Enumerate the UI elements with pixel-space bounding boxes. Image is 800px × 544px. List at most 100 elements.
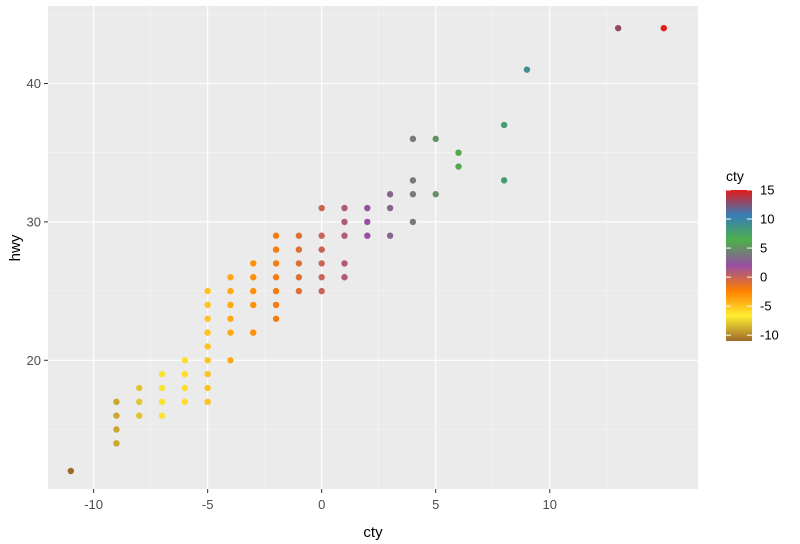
- data-point: [158, 412, 166, 419]
- data-point: [318, 232, 325, 239]
- data-point: [227, 287, 234, 295]
- data-point: [67, 467, 75, 475]
- data-point: [113, 426, 120, 433]
- data-point: [318, 287, 325, 295]
- data-point: [432, 135, 439, 143]
- data-point: [660, 24, 667, 32]
- data-point: [204, 370, 211, 378]
- data-point: [227, 315, 234, 322]
- data-points: [67, 24, 667, 475]
- data-point: [318, 204, 325, 212]
- data-point: [136, 384, 143, 392]
- data-point: [227, 274, 234, 281]
- data-point: [295, 246, 303, 253]
- data-point: [113, 412, 120, 419]
- data-point: [250, 287, 257, 295]
- data-point: [500, 177, 508, 184]
- data-point: [272, 260, 280, 267]
- data-point: [295, 287, 303, 295]
- data-point: [386, 232, 394, 239]
- data-point: [181, 384, 189, 392]
- data-point: [295, 274, 303, 281]
- data-point: [136, 412, 143, 419]
- data-point: [272, 301, 280, 309]
- data-point: [409, 218, 417, 226]
- data-point: [341, 232, 348, 239]
- data-point: [341, 218, 348, 226]
- data-point: [272, 246, 280, 253]
- data-point: [181, 398, 189, 406]
- data-point: [250, 260, 257, 267]
- data-point: [158, 398, 166, 406]
- data-point: [250, 274, 257, 281]
- data-point: [204, 287, 211, 295]
- data-point: [409, 191, 417, 198]
- legend-colorbar: [726, 190, 752, 341]
- data-point: [409, 135, 417, 143]
- data-point: [204, 301, 211, 309]
- data-point: [272, 232, 280, 239]
- legend-ticks: 15 10 5 0 -5 -10: [726, 183, 779, 343]
- data-point: [204, 398, 211, 406]
- data-point: [295, 260, 303, 267]
- legend-title: cty: [726, 168, 744, 184]
- data-point: [341, 204, 348, 212]
- y-axis-title: hwy: [7, 234, 24, 261]
- legend: cty 15 10 5 0 -5 -10: [726, 168, 779, 343]
- data-point: [455, 163, 462, 170]
- data-point: [318, 260, 325, 267]
- data-point: [250, 301, 257, 309]
- data-point: [227, 329, 234, 336]
- x-tick-label: 10: [543, 497, 557, 512]
- x-tick-label: -10: [84, 497, 103, 512]
- data-point: [272, 315, 280, 322]
- data-point: [500, 121, 508, 129]
- x-axis-ticks: -10 -5 0 5 10: [84, 489, 557, 512]
- y-tick-label: 40: [27, 76, 41, 91]
- data-point: [136, 398, 143, 406]
- data-point: [318, 246, 325, 253]
- data-point: [386, 191, 394, 198]
- legend-tick-label: 10: [760, 212, 774, 227]
- legend-tick-label: -5: [760, 299, 772, 314]
- data-point: [432, 191, 439, 198]
- data-point: [204, 329, 211, 336]
- data-point: [272, 287, 280, 295]
- data-point: [227, 301, 234, 309]
- data-point: [113, 440, 120, 447]
- x-tick-label: 5: [432, 497, 439, 512]
- data-point: [204, 343, 211, 350]
- data-point: [181, 357, 189, 364]
- data-point: [614, 24, 622, 32]
- data-point: [364, 204, 371, 212]
- legend-tick-label: -10: [760, 328, 779, 343]
- data-point: [158, 370, 166, 378]
- legend-tick-label: 5: [760, 241, 767, 256]
- data-point: [204, 357, 211, 364]
- legend-tick-label: 0: [760, 270, 767, 285]
- grid-lines: [48, 6, 698, 489]
- data-point: [227, 357, 234, 364]
- data-point: [158, 384, 166, 392]
- data-point: [455, 149, 462, 156]
- y-tick-label: 30: [27, 214, 41, 229]
- data-point: [318, 274, 325, 281]
- data-point: [113, 398, 120, 406]
- legend-tick-label: 15: [760, 183, 774, 198]
- data-point: [409, 177, 417, 184]
- data-point: [341, 260, 348, 267]
- x-axis-title: cty: [363, 524, 383, 541]
- data-point: [204, 315, 211, 322]
- watermark: 知乎 @桔梗小敏宏: [590, 503, 756, 527]
- y-tick-label: 20: [27, 353, 41, 368]
- plot-panel: [48, 6, 698, 489]
- data-point: [272, 274, 280, 281]
- data-point: [250, 329, 257, 336]
- x-tick-label: -5: [202, 497, 214, 512]
- data-point: [295, 232, 303, 239]
- x-tick-label: 0: [318, 497, 325, 512]
- data-point: [364, 218, 371, 226]
- data-point: [523, 66, 531, 73]
- data-point: [204, 384, 211, 392]
